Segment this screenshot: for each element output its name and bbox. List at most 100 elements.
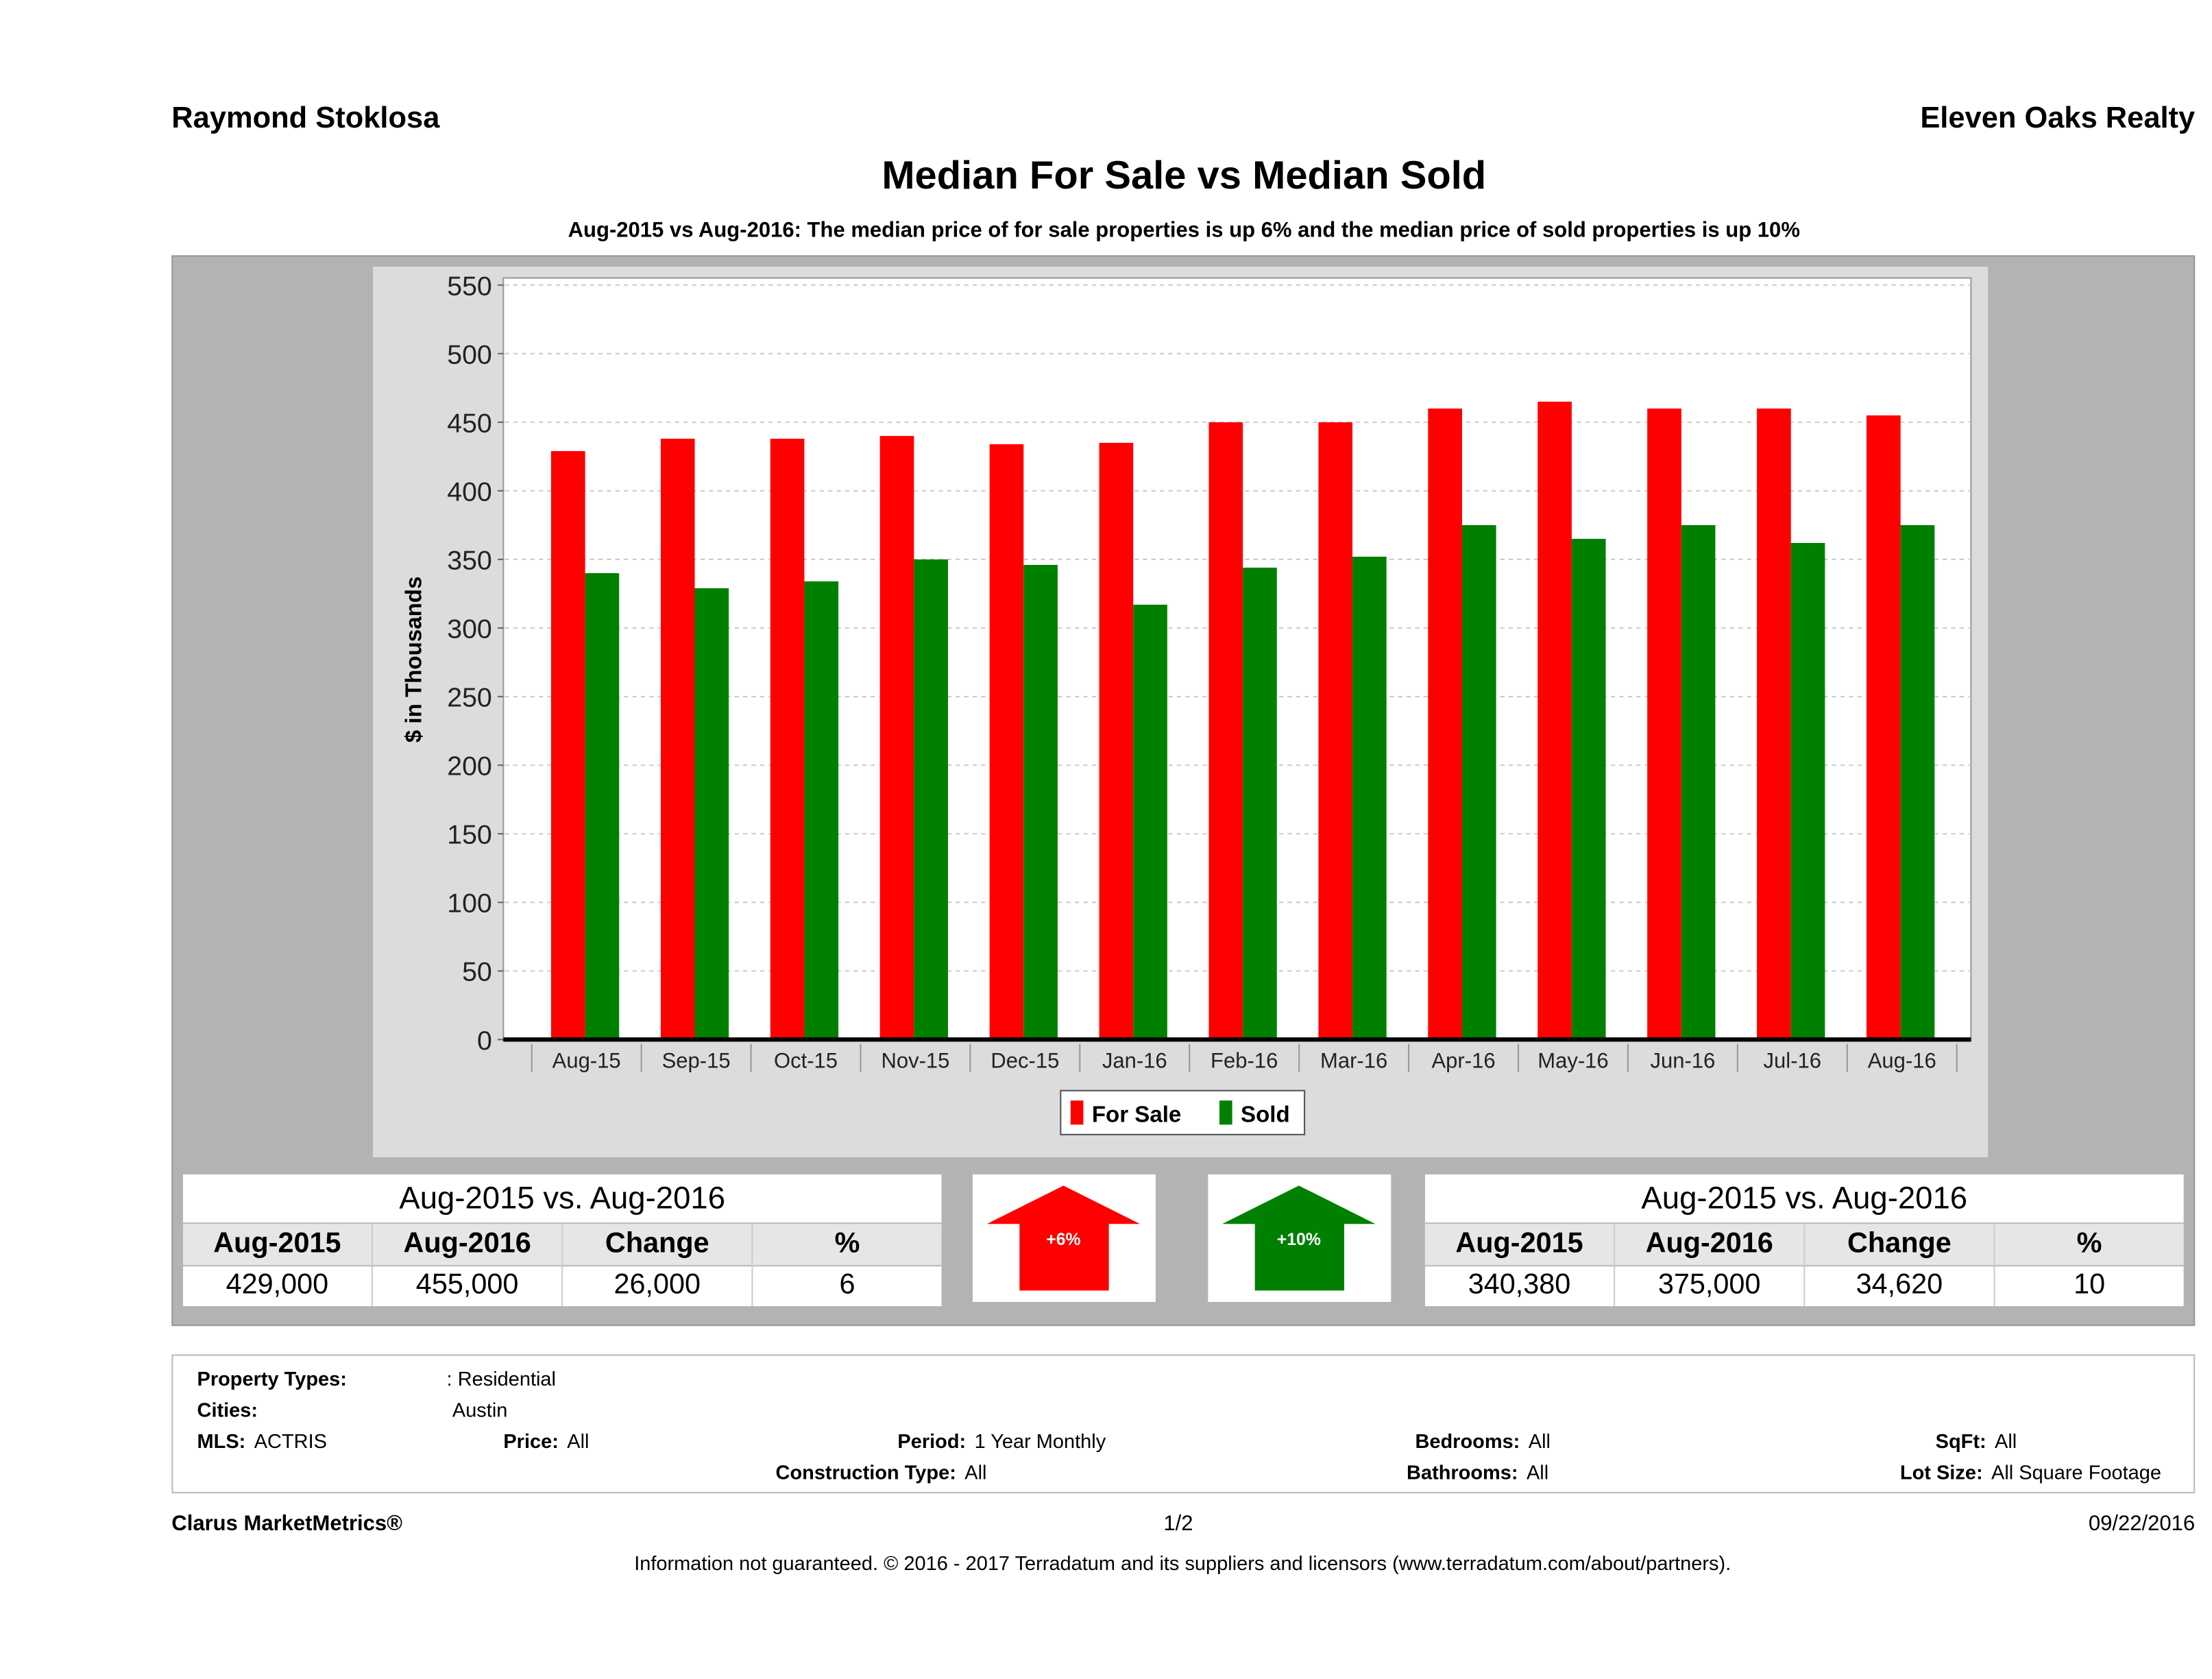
lot-size-value: All Square Footage [1991,1460,2161,1484]
col-header: Aug-2015 [183,1224,374,1266]
mls-field: MLS: ACTRIS [197,1429,327,1452]
bar-for-sale [550,450,585,1040]
cell: 429,000 [183,1265,374,1307]
y-tick-label: 150 [447,820,492,850]
bar-for-sale [770,438,805,1040]
bathrooms-field: Bathrooms: All [1407,1461,1548,1484]
period-value: 1 Year Monthly [974,1429,1106,1453]
x-tick-label: Sep-15 [662,1049,731,1073]
bar-for-sale [989,444,1024,1040]
x-tick-label: Aug-15 [552,1049,621,1073]
cell: 34,620 [1805,1265,1995,1307]
cell: 10 [2074,1269,2106,1301]
footer-brand: Clarus MarketMetrics® [171,1512,403,1536]
sqft-label: SqFt: [1935,1429,1986,1453]
bar-chart: Aug-15 Sep-15 Oct-15 Nov-15 Dec-15 Jan-16 Feb-… [401,271,1972,1135]
x-tick-label: Apr-16 [1431,1049,1495,1073]
y-tick-label: 100 [447,889,492,919]
bar-sold [1243,567,1277,1040]
col-header: % [2076,1228,2102,1259]
bar-sold [585,572,620,1040]
bar-for-sale [1757,408,1791,1040]
x-tick-label: Dec-15 [990,1049,1059,1073]
property-types-field: Property Types: : Residential [197,1367,556,1390]
mls-value: ACTRIS [254,1429,327,1453]
arrow-label: +10% [1277,1231,1321,1249]
agent-name: Raymond Stoklosa [171,101,440,135]
bathrooms-value: All [1526,1460,1549,1484]
cell: 26,000 [563,1265,753,1307]
bathrooms-label: Bathrooms: [1407,1460,1518,1484]
bar-for-sale [879,435,914,1040]
x-tick-label: Aug-16 [1868,1049,1936,1073]
table-caption: Aug-2015 vs. Aug-2016 [1641,1180,1968,1216]
bar-for-sale [1099,442,1134,1040]
cities-value: Austin [452,1398,508,1421]
bar-sold [804,581,839,1040]
col-header: Aug-2016 [1615,1224,1806,1266]
y-tick-label: 300 [447,614,492,644]
period-label: Period: [897,1429,967,1453]
legend-label-for-sale: For Sale [1092,1102,1182,1127]
bedrooms-field: Bedrooms: All [1415,1429,1550,1452]
legend-box [1060,1089,1306,1135]
x-tick-label: May-16 [1538,1049,1608,1073]
y-tick-label: 550 [447,271,492,301]
col-header: Aug-2016 [373,1224,563,1266]
x-tick-label: Oct-15 [774,1049,838,1073]
price-value: All [567,1429,590,1453]
price-field: Price: All [503,1429,589,1452]
y-tick-label: 200 [447,751,492,782]
bar-sold [1571,538,1606,1040]
arrow-label: +6% [1046,1231,1080,1249]
cities-field: Cities: Austin [197,1399,508,1421]
sqft-value: All [1995,1429,2017,1453]
bar-sold [1133,604,1167,1040]
col-header: Aug-2015 [1425,1224,1616,1266]
y-axis-label: $ in Thousands [401,577,426,743]
mls-label: MLS: [197,1429,246,1453]
bar-for-sale [1866,415,1901,1040]
report-date: 09/22/2016 [2088,1512,2196,1536]
report-subtitle: Aug-2015 vs Aug-2016: The median price o… [568,218,1800,243]
cell: 455,000 [373,1265,563,1307]
up-arrow-icon: +10% [1222,1185,1376,1291]
period-field: Period: 1 Year Monthly [897,1429,1106,1452]
bar-sold [1681,524,1716,1040]
x-tick-label: Jan-16 [1102,1049,1167,1073]
col-header: Change [1805,1224,1995,1266]
x-tick-label: Jun-16 [1650,1049,1715,1073]
lot-size-field: Lot Size: All Square Footage [1900,1461,2161,1484]
for-sale-comparison-table: Aug-2015 vs. Aug-2016 Aug-2015 Aug-2016 … [182,1174,942,1307]
bar-sold [1461,524,1496,1040]
report-title: Median For Sale vs Median Sold [882,153,1487,197]
table-caption: Aug-2015 vs. Aug-2016 [399,1180,726,1216]
x-tick-label: Nov-15 [881,1049,949,1073]
sqft-field: SqFt: All [1936,1429,2017,1452]
property-types-label: Property Types: [197,1367,347,1390]
x-tick-label: Mar-16 [1320,1049,1387,1073]
construction-value: All [964,1460,987,1484]
y-tick-label: 350 [447,545,492,575]
sold-change-arrow: +10% [1208,1174,1391,1302]
bar-for-sale [1647,408,1681,1040]
bar-for-sale [1538,401,1572,1040]
cities-label: Cities: [197,1398,258,1421]
bar-sold [1900,524,1935,1040]
bar-sold [914,559,949,1040]
up-arrow-icon: +6% [986,1185,1141,1291]
y-tick-label: 250 [447,683,492,713]
y-tick-label: 0 [477,1026,492,1056]
bar-sold [1790,542,1825,1040]
for-sale-change-arrow: +6% [973,1174,1156,1302]
bar-for-sale [1428,408,1462,1040]
brokerage-name: Eleven Oaks Realty [1920,101,2196,135]
page-number: 1/2 [1163,1512,1193,1536]
bar-for-sale [660,438,695,1040]
construction-label: Construction Type: [775,1460,956,1484]
disclaimer: Information not guaranteed. © 2016 - 201… [634,1551,1731,1575]
bar-for-sale [1318,422,1353,1040]
bedrooms-value: All [1528,1429,1551,1453]
bar-sold [1023,564,1058,1040]
